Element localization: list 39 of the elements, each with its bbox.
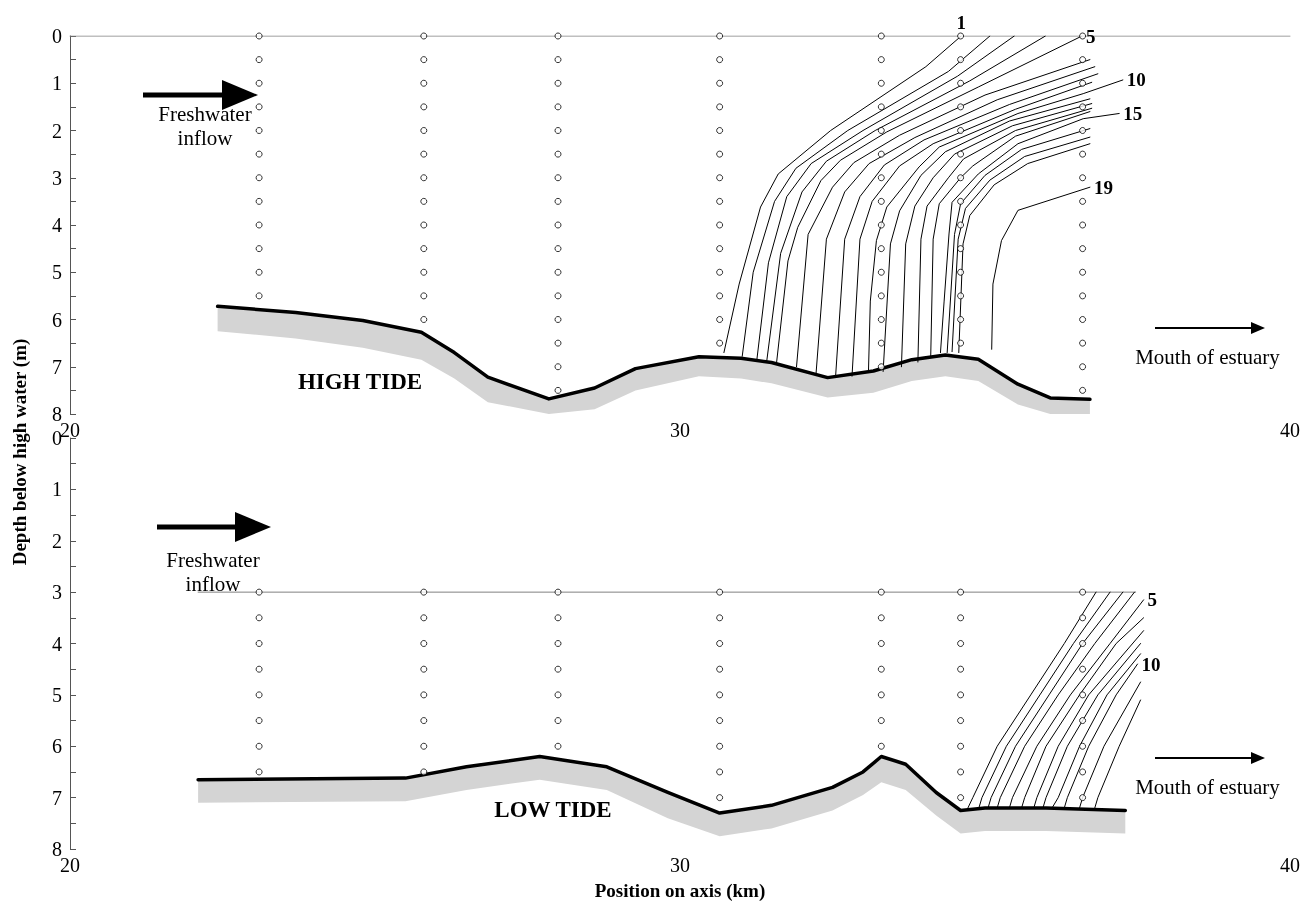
annotation: Mouth of estuary	[1134, 345, 1281, 369]
y-tick-label: 4	[52, 214, 62, 236]
x-axis-title: Position on axis (km)	[594, 880, 766, 902]
y-tick-label: 5	[52, 261, 62, 284]
x-tick-label: 20	[60, 419, 80, 441]
y-tick-label: 0	[52, 25, 62, 47]
series-label: 10	[1126, 69, 1146, 91]
series-label: 15	[1123, 102, 1143, 124]
annotation: Freshwater inflow	[157, 102, 253, 150]
annotation: HIGH TIDE	[296, 369, 424, 394]
annotation: Freshwater inflow	[165, 548, 261, 596]
y-axis-title: Depth below high water (m)	[9, 338, 31, 566]
series-label: 5	[1085, 25, 1096, 47]
y-tick-label: 1	[52, 478, 62, 501]
annotation: LOW TIDE	[493, 797, 613, 822]
y-tick-label: 7	[52, 355, 62, 378]
series-label: 19	[1093, 176, 1113, 198]
y-tick-label: 2	[52, 119, 62, 142]
y-tick-label: 8	[52, 838, 62, 860]
x-tick-label: 40	[1280, 419, 1300, 441]
y-tick-label: 0	[52, 427, 62, 449]
y-tick-label: 2	[52, 529, 62, 552]
y-tick-label: 6	[52, 308, 62, 331]
y-tick-label: 3	[52, 581, 62, 604]
x-tick-label: 40	[1280, 854, 1300, 876]
y-tick-label: 7	[52, 786, 62, 809]
y-tick-label: 3	[52, 166, 62, 189]
y-tick-label: 4	[52, 632, 62, 655]
x-tick-label: 20	[60, 854, 80, 876]
y-tick-label: 6	[52, 735, 62, 758]
y-tick-label: 1	[52, 72, 62, 95]
series-label: 1	[956, 12, 966, 33]
x-tick-label: 30	[670, 854, 690, 876]
y-tick-label: 5	[52, 683, 62, 706]
annotation: Mouth of estuary	[1134, 775, 1281, 799]
series-label: 5	[1147, 589, 1158, 611]
y-tick-label: 8	[52, 403, 62, 425]
x-tick-label: 30	[670, 419, 690, 441]
series-label: 10	[1141, 653, 1161, 675]
